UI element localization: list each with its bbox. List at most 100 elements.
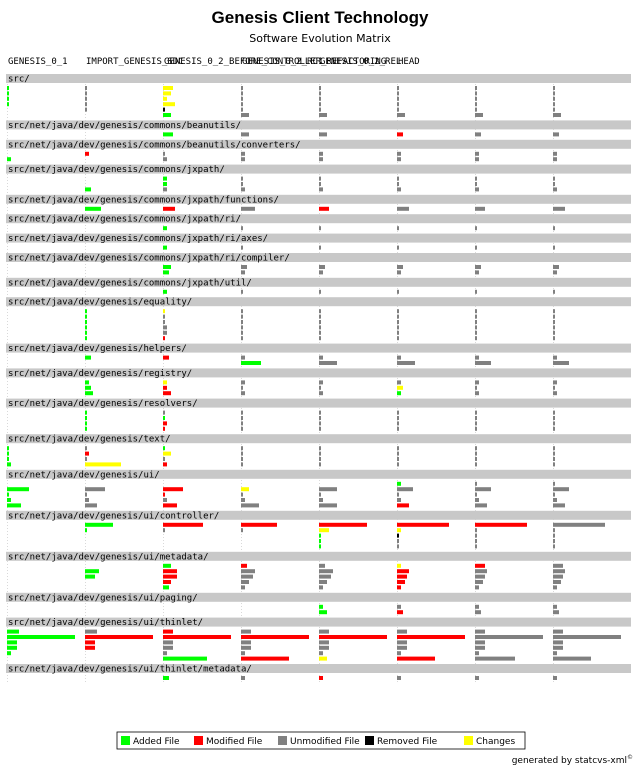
unmodified-file-bar [241,580,249,584]
unmodified-file-bar [553,416,555,420]
unmodified-file-bar [475,182,477,186]
unmodified-file-bar [553,421,555,426]
unmodified-file-bar [553,585,557,590]
unmodified-file-bar [397,361,415,365]
unmodified-file-bar [475,206,485,211]
unmodified-file-bar [553,309,555,314]
modified-file-bar [397,132,403,137]
unmodified-file-bar [85,629,97,634]
directory-label: src/net/java/dev/genesis/commons/jxpath/… [8,278,252,288]
directory-group: src/net/java/dev/genesis/ui/paging/ [6,592,631,615]
footer-credit: generated by statcvs-xml© [512,754,633,766]
directory-label: src/net/java/dev/genesis/commons/jxpath/… [8,195,279,205]
unmodified-file-bar [241,355,245,360]
unmodified-file-bar [553,446,555,451]
unmodified-file-bar [319,385,321,390]
modified-file-bar [85,151,89,156]
directory-band [6,297,631,307]
unmodified-file-bar [475,629,485,634]
added-file-bar [163,132,173,137]
added-file-bar [163,656,207,661]
unmodified-file-bar [241,416,243,420]
unmodified-file-bar [241,446,243,451]
modified-file-bar [163,635,231,639]
modified-file-bar [319,206,329,211]
unmodified-file-bar [397,325,399,330]
unmodified-file-bar [85,492,87,497]
modified-file-bar [163,569,177,574]
unmodified-file-bar [475,391,479,396]
added-file-bar [7,157,11,162]
unmodified-file-bar [553,113,561,117]
unmodified-file-bar [319,355,323,360]
added-file-bar [7,503,21,508]
added-file-bar [7,451,9,456]
changes-bar [85,462,121,467]
unmodified-file-bar [397,645,407,650]
unmodified-file-bar [397,176,399,181]
unmodified-file-bar [553,498,557,502]
unmodified-file-bar [475,314,477,319]
directory-band [6,617,631,627]
unmodified-file-bar [553,320,555,324]
unmodified-file-bar [241,314,243,319]
unmodified-file-bar [475,656,515,661]
unmodified-file-bar [241,330,243,335]
changes-bar [163,102,175,107]
unmodified-file-bar [553,604,557,609]
unmodified-file-bar [553,289,555,294]
directory-label: src/net/java/dev/genesis/commons/beanuti… [8,140,301,150]
unmodified-file-bar [319,176,321,181]
unmodified-file-bar [319,574,331,579]
unmodified-file-bar [241,492,243,497]
unmodified-file-bar [397,157,401,162]
unmodified-file-bar [319,91,321,96]
legend-label: Unmodified File [290,737,360,747]
directory-group: src/net/java/dev/genesis/equality/ [6,297,631,341]
directory-group: src/net/java/dev/genesis/ui/controller/ [6,510,631,549]
modified-file-bar [163,421,167,426]
modified-file-bar [397,580,405,584]
added-file-bar [85,421,87,426]
added-file-bar [85,206,101,211]
unmodified-file-bar [241,245,243,250]
legend-label: Removed File [377,737,438,747]
unmodified-file-bar [553,157,557,162]
added-file-bar [319,539,321,543]
unmodified-file-bar [319,132,327,137]
added-file-bar [7,629,19,634]
added-file-bar [85,385,91,390]
chart-subtitle: Software Evolution Matrix [249,32,391,45]
added-file-bar [85,314,87,319]
unmodified-file-bar [319,245,321,250]
unmodified-file-bar [397,187,401,192]
modified-file-bar [163,426,165,431]
unmodified-file-bar [241,503,259,508]
directory-label: src/net/java/dev/genesis/ui/ [8,470,160,480]
unmodified-file-bar [241,528,243,533]
removed-file-bar [397,533,399,538]
unmodified-file-bar [553,462,555,467]
changes-legend-swatch [464,736,473,745]
unmodified-file-bar [553,651,557,656]
added-file-bar [85,320,87,324]
added-file-bar [7,102,9,107]
added-file-bar [163,446,165,451]
directory-label: src/net/java/dev/genesis/equality/ [8,298,192,308]
unmodified-file-bar [319,107,321,112]
added-file-bar [163,676,169,680]
unmodified-file-bar [553,574,563,579]
directory-group: src/net/java/dev/genesis/commons/jxpath/… [6,253,631,275]
changes-bar [397,528,401,533]
directory-band [6,368,631,378]
unmodified-file-bar [553,107,555,112]
directory-band [6,164,631,174]
modified-file-bar [163,391,171,396]
unmodified-file-bar [475,645,485,650]
unmodified-file-bar [475,226,477,231]
added-file-bar [7,492,9,497]
added-file-bar [7,446,9,451]
unmodified-file-bar [397,320,399,324]
unmodified-file-bar [397,309,399,314]
modified-file-bar [163,522,203,527]
